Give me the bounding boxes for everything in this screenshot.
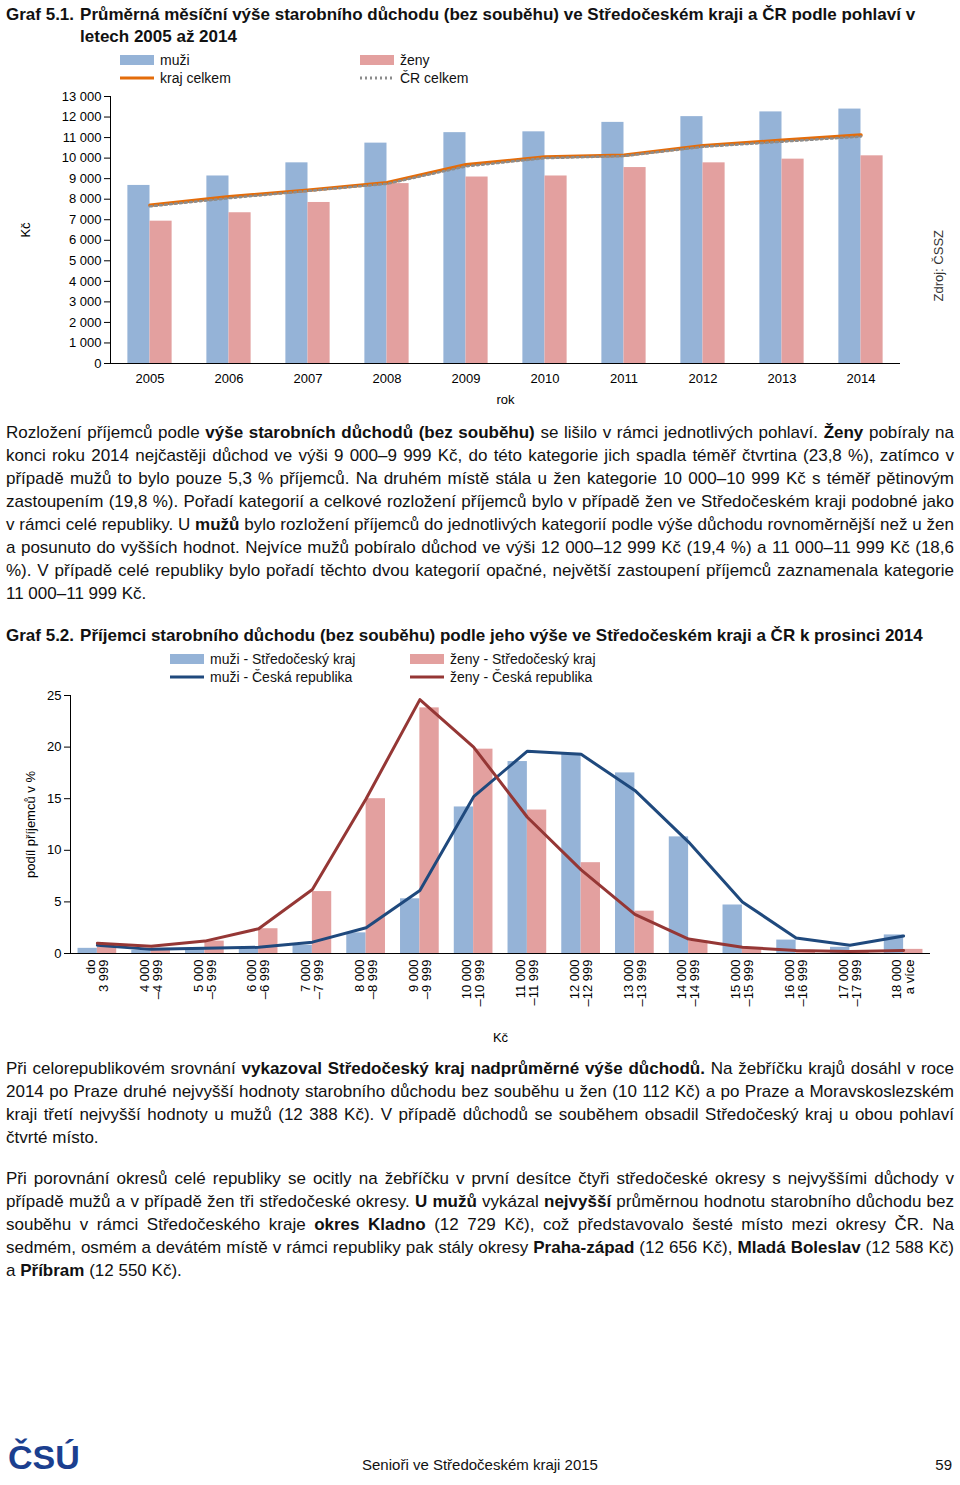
html-text:ženy - Česká republika: ženy - Česká republika	[450, 669, 593, 685]
svg-text:2010: 2010	[531, 371, 560, 386]
svg-text:2009: 2009	[452, 371, 481, 386]
svg-text:2013: 2013	[768, 371, 797, 386]
svg-text:15 000–15 999: 15 000–15 999	[728, 960, 756, 1007]
svg-text:10 000–10 999: 10 000–10 999	[459, 960, 487, 1007]
svg-text:6 000: 6 000	[69, 232, 102, 247]
svg-text:15: 15	[47, 791, 61, 806]
svg-text:Kč: Kč	[18, 222, 33, 238]
svg-text:4 000: 4 000	[69, 274, 102, 289]
html-text:muži: muži	[160, 52, 190, 68]
svg-text:3 000: 3 000	[69, 294, 102, 309]
svg-text:0: 0	[94, 356, 101, 371]
html-text:Graf 5.1. Průměrná měsíční výš: Graf 5.1. Průměrná měsíční výše starobní…	[6, 5, 916, 46]
svg-text:2014: 2014	[847, 371, 876, 386]
svg-text:2012: 2012	[689, 371, 718, 386]
svg-text:7 000: 7 000	[69, 212, 102, 227]
svg-text:4 000–4 999: 4 000–4 999	[137, 960, 165, 1000]
svg-text:12 000: 12 000	[62, 109, 102, 124]
html-text:Při porovnání okresů celé repu: Při porovnání okresů celé republiky se o…	[6, 1169, 954, 1280]
svg-text:Zdroj: ČSSZ: Zdroj: ČSSZ	[931, 230, 946, 302]
html-text:ČSÚ: ČSÚ	[8, 1438, 80, 1476]
svg-text:5: 5	[54, 894, 61, 909]
svg-text:2011: 2011	[610, 371, 638, 386]
html-text:Senioři ve Středočeském kraji: Senioři ve Středočeském kraji 2015	[362, 1456, 598, 1473]
svg-text:11 000–11 999: 11 000–11 999	[513, 960, 541, 1006]
svg-text:2008: 2008	[373, 371, 402, 386]
svg-text:20: 20	[47, 739, 61, 754]
svg-text:12 000–12 999: 12 000–12 999	[567, 960, 595, 1007]
svg-text:1 000: 1 000	[69, 335, 102, 350]
html-text:Rozložení příjemců podle výše: Rozložení příjemců podle výše starobních…	[6, 423, 954, 603]
svg-text:9 000–9 999: 9 000–9 999	[406, 960, 434, 1000]
svg-text:Kč: Kč	[493, 1030, 509, 1045]
svg-text:7 000–7 999: 7 000–7 999	[298, 960, 326, 1000]
svg-text:8 000–8 999: 8 000–8 999	[352, 960, 380, 1000]
svg-text:6 000–6 999: 6 000–6 999	[244, 960, 272, 1000]
svg-text:14 000–14 999: 14 000–14 999	[674, 960, 702, 1007]
svg-text:2006: 2006	[215, 371, 244, 386]
svg-text:25: 25	[47, 688, 61, 703]
html-text:ženy - Středočeský kraj: ženy - Středočeský kraj	[450, 651, 596, 667]
svg-text:16 000–16 999: 16 000–16 999	[782, 960, 810, 1007]
svg-text:2007: 2007	[294, 371, 323, 386]
svg-text:10: 10	[47, 842, 61, 857]
svg-text:do3 999: do3 999	[83, 960, 111, 993]
html-text:ČR celkem: ČR celkem	[400, 70, 469, 86]
svg-text:rok: rok	[496, 392, 515, 407]
html-text:ženy: ženy	[400, 52, 430, 68]
html-text:Graf 5.2. Příjemci starobního: Graf 5.2. Příjemci starobního důchodu (b…	[6, 626, 923, 645]
svg-text:2005: 2005	[136, 371, 165, 386]
svg-text:17 000–17 999: 17 000–17 999	[836, 960, 864, 1007]
svg-text:2 000: 2 000	[69, 315, 102, 330]
svg-text:9 000: 9 000	[69, 171, 102, 186]
svg-text:11 000: 11 000	[63, 130, 102, 145]
svg-text:10 000: 10 000	[62, 150, 102, 165]
html-text:Při celorepublikovém srovnání: Při celorepublikovém srovnání vykazoval …	[6, 1059, 954, 1147]
svg-text:5 000–5 999: 5 000–5 999	[191, 960, 219, 1000]
svg-text:5 000: 5 000	[69, 253, 102, 268]
svg-text:13 000: 13 000	[62, 89, 102, 104]
html-text:kraj celkem: kraj celkem	[160, 70, 231, 86]
svg-text:13 000–13 999: 13 000–13 999	[621, 960, 649, 1007]
svg-text:18 000a více: 18 000a více	[889, 960, 917, 1000]
svg-text:8 000: 8 000	[69, 191, 102, 206]
svg-text:0: 0	[54, 946, 61, 961]
html-text:59: 59	[935, 1456, 952, 1473]
svg-text:podíl příjemců v %: podíl příjemců v %	[23, 771, 38, 878]
html-text:muži - Česká republika: muži - Česká republika	[210, 669, 353, 685]
html-text:muži - Středočeský kraj: muži - Středočeský kraj	[210, 651, 356, 667]
